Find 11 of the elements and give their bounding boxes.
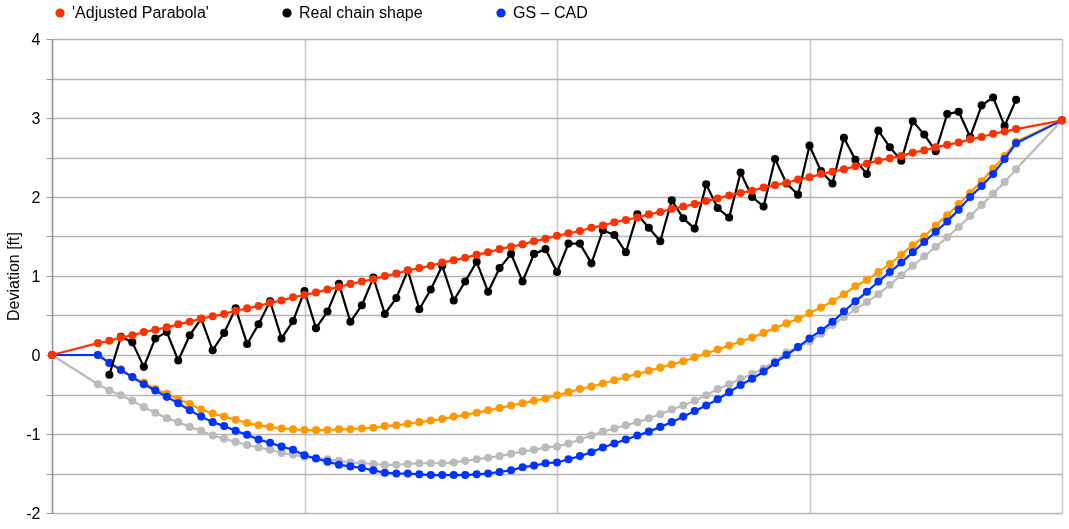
- legend-label: Real chain shape: [299, 4, 423, 21]
- legend-label: 'Adjusted Parabola': [72, 4, 209, 21]
- y-tick-label: 1: [31, 267, 41, 285]
- y-tick-label: 3: [31, 109, 41, 127]
- y-tick-label: 0: [31, 346, 41, 364]
- y-tick-label: -1: [26, 425, 41, 443]
- y-tick-label: 2: [31, 188, 41, 206]
- y-axis-title: Deviation [ft]: [5, 232, 23, 321]
- y-tick-label: 4: [31, 30, 41, 48]
- y-tick-label: -2: [26, 504, 41, 522]
- legend-label: GS – CAD: [513, 4, 588, 21]
